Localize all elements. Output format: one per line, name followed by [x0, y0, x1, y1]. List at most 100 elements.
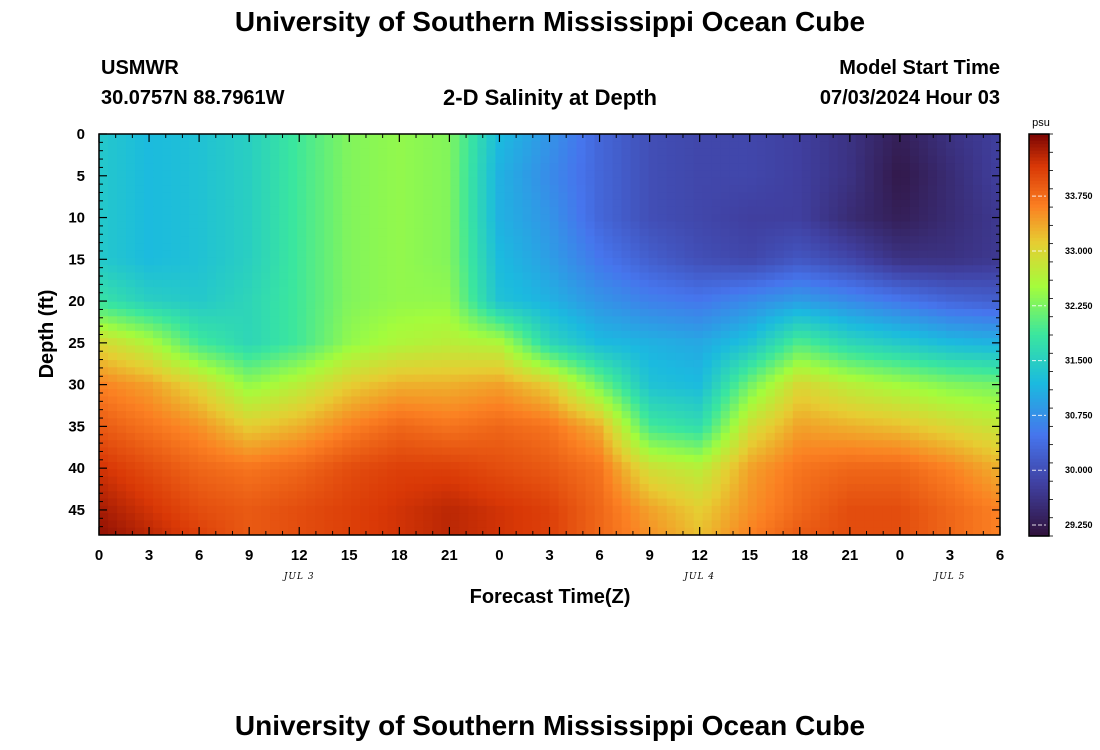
- heatmap-cell: [522, 163, 533, 172]
- heatmap-cell: [756, 243, 767, 252]
- heatmap-cell: [342, 425, 352, 434]
- heatmap-cell: [702, 389, 713, 398]
- heatmap-cell: [702, 418, 713, 427]
- heatmap-cell: [621, 483, 632, 492]
- heatmap-cell: [873, 170, 884, 179]
- heatmap-cell: [621, 257, 632, 266]
- heatmap-cell: [864, 447, 875, 456]
- heatmap-cell: [234, 214, 244, 223]
- heatmap-cell: [225, 447, 235, 456]
- heatmap-cell: [270, 257, 280, 266]
- heatmap-cell: [297, 367, 307, 376]
- heatmap-cell: [234, 440, 244, 449]
- heatmap-cell: [972, 447, 983, 456]
- heatmap-cell: [441, 236, 451, 244]
- heatmap-cell: [297, 294, 307, 303]
- heatmap-cell: [783, 403, 794, 412]
- heatmap-cell: [414, 381, 424, 390]
- heatmap-cell: [243, 294, 253, 303]
- heatmap-cell: [954, 367, 965, 376]
- heatmap-cell: [468, 228, 479, 237]
- heatmap-cell: [423, 330, 433, 339]
- heatmap-cell: [729, 469, 740, 478]
- heatmap-cell: [918, 389, 929, 398]
- heatmap-cell: [567, 454, 578, 463]
- heatmap-cell: [459, 141, 470, 150]
- heatmap-cell: [855, 345, 866, 354]
- heatmap-cell: [153, 418, 163, 427]
- heatmap-cell: [306, 469, 316, 478]
- heatmap-cell: [981, 214, 992, 223]
- heatmap-cell: [477, 440, 488, 449]
- heatmap-cell: [810, 250, 821, 259]
- heatmap-cell: [594, 462, 605, 470]
- heatmap-cell: [630, 345, 641, 354]
- heatmap-cell: [684, 199, 695, 208]
- heatmap-cell: [504, 155, 515, 164]
- heatmap-cell: [279, 301, 289, 310]
- heatmap-cell: [450, 381, 460, 390]
- heatmap-cell: [711, 396, 722, 405]
- heatmap-cell: [153, 243, 163, 252]
- heatmap-cell: [153, 221, 163, 230]
- heatmap-cell: [747, 214, 758, 223]
- heatmap-cell: [189, 206, 199, 215]
- heatmap-cell: [810, 287, 821, 295]
- heatmap-cell: [495, 134, 506, 142]
- heatmap-cell: [513, 462, 524, 470]
- heatmap-cell: [486, 432, 497, 441]
- heatmap-cell: [927, 411, 938, 419]
- heatmap-cell: [936, 228, 947, 237]
- heatmap-cell: [468, 221, 479, 230]
- heatmap-cell: [585, 338, 596, 347]
- heatmap-cell: [963, 243, 974, 252]
- heatmap-cell: [882, 367, 893, 376]
- heatmap-cell: [261, 250, 271, 259]
- heatmap-cell: [972, 476, 983, 485]
- heatmap-cell: [684, 141, 695, 150]
- heatmap-cell: [189, 279, 199, 288]
- heatmap-cell: [189, 381, 199, 390]
- heatmap-cell: [378, 403, 388, 412]
- heatmap-cell: [702, 155, 713, 164]
- heatmap-cell: [441, 301, 451, 310]
- heatmap-cell: [639, 301, 650, 310]
- heatmap-cell: [639, 425, 650, 434]
- heatmap-cell: [468, 272, 479, 281]
- heatmap-cell: [819, 287, 830, 295]
- heatmap-cell: [333, 192, 343, 201]
- heatmap-cell: [522, 148, 533, 157]
- heatmap-cell: [468, 148, 479, 157]
- heatmap-cell: [729, 418, 740, 427]
- heatmap-cell: [549, 272, 560, 281]
- heatmap-cell: [324, 323, 334, 332]
- heatmap-cell: [576, 374, 587, 383]
- heatmap-cell: [135, 301, 145, 310]
- heatmap-cell: [846, 360, 857, 368]
- heatmap-cell: [315, 265, 325, 274]
- heatmap-cell: [945, 323, 956, 332]
- heatmap-cell: [477, 462, 488, 470]
- heatmap-cell: [648, 250, 659, 259]
- heatmap-cell: [738, 206, 749, 215]
- heatmap-cell: [882, 148, 893, 157]
- heatmap-cell: [441, 469, 451, 478]
- heatmap-cell: [702, 345, 713, 354]
- heatmap-cell: [504, 411, 515, 419]
- heatmap-cell: [891, 294, 902, 303]
- heatmap-cell: [900, 338, 911, 347]
- heatmap-cell: [540, 411, 551, 419]
- heatmap-cell: [621, 338, 632, 347]
- heatmap-cell: [270, 199, 280, 208]
- heatmap-cell: [297, 250, 307, 259]
- heatmap-cell: [819, 447, 830, 456]
- heatmap-cell: [333, 462, 343, 470]
- heatmap-cell: [423, 432, 433, 441]
- heatmap-cell: [927, 308, 938, 317]
- heatmap-cell: [405, 308, 415, 317]
- heatmap-cell: [450, 221, 460, 230]
- heatmap-cell: [513, 316, 524, 325]
- heatmap-cell: [207, 403, 217, 412]
- heatmap-cell: [342, 287, 352, 295]
- heatmap-cell: [405, 185, 415, 193]
